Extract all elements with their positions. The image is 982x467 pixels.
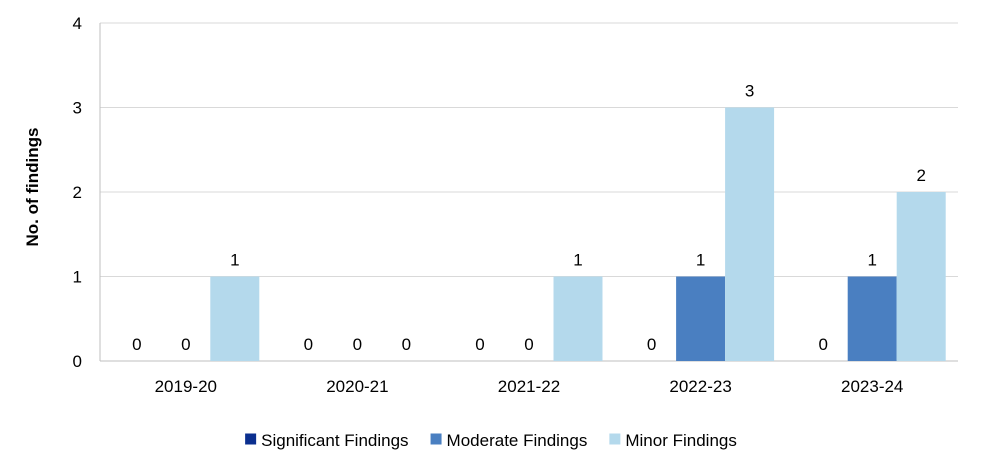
data-labels: 0 0 0 0 0 0 0 0 1 1 1 0 1 3 2	[132, 82, 926, 355]
data-label: 0	[818, 335, 827, 354]
bars	[210, 107, 946, 361]
x-tick-label: 2021-22	[498, 377, 560, 396]
data-label: 2	[916, 166, 925, 185]
bar	[676, 276, 726, 361]
y-tick-label: 1	[73, 268, 82, 287]
x-tick-label: 2020-21	[326, 377, 388, 396]
legend-label: Minor Findings	[625, 431, 737, 450]
data-label: 0	[181, 335, 190, 354]
bar	[553, 276, 603, 361]
bar	[896, 192, 946, 361]
data-label: 3	[745, 82, 754, 101]
legend-swatch	[609, 433, 621, 445]
x-tick-label: 2023-24	[841, 377, 903, 396]
data-label: 1	[867, 251, 876, 270]
legend-label: Moderate Findings	[447, 431, 588, 450]
data-label: 1	[573, 251, 582, 270]
bar	[725, 107, 775, 361]
bar	[210, 276, 260, 361]
data-label: 0	[647, 335, 656, 354]
data-label: 0	[132, 335, 141, 354]
data-label: 0	[304, 335, 313, 354]
legend-swatch	[430, 433, 442, 445]
x-tick-label: 2019-20	[155, 377, 217, 396]
y-tick-label: 0	[73, 352, 82, 371]
data-label: 0	[353, 335, 362, 354]
legend: Significant Findings Moderate Findings Min…	[245, 431, 737, 450]
y-axis-title: No. of findings	[23, 128, 42, 247]
data-label: 1	[696, 251, 705, 270]
legend-swatch	[245, 433, 257, 445]
bar	[847, 276, 897, 361]
data-label: 0	[402, 335, 411, 354]
legend-label: Significant Findings	[261, 431, 408, 450]
y-tick-label: 4	[73, 14, 82, 33]
y-tick-label: 2	[73, 183, 82, 202]
data-label: 0	[524, 335, 533, 354]
data-label: 1	[230, 251, 239, 270]
data-label: 0	[475, 335, 484, 354]
x-tick-label: 2022-23	[669, 377, 731, 396]
axes: 0 1 2 3 4 2019-20 2020-21 2021-22 2022-23 2023-24	[73, 14, 904, 396]
y-tick-label: 3	[73, 99, 82, 118]
